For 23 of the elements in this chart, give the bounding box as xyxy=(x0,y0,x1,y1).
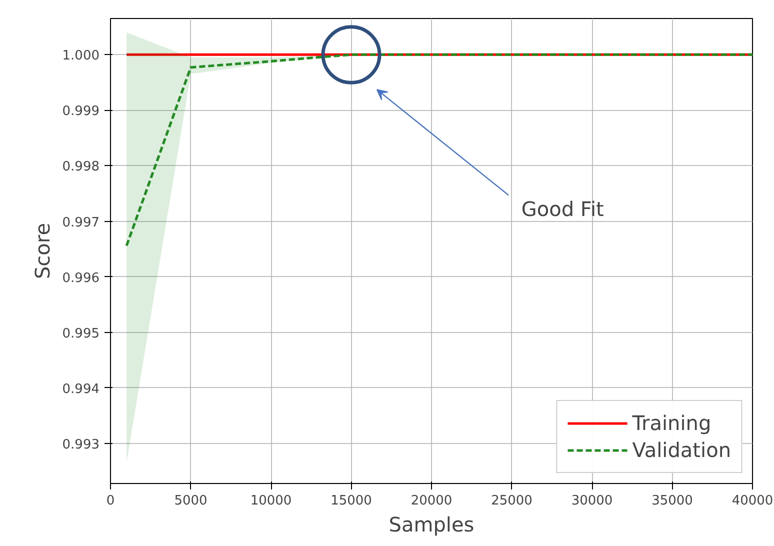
x-tick-label: 25000 xyxy=(491,494,532,508)
y-tick-label: 0.998 xyxy=(62,160,100,175)
y-tick-label: 0.997 xyxy=(62,215,100,230)
y-tick-label: 0.993 xyxy=(62,438,100,452)
line-series xyxy=(125,53,752,247)
x-tick-label: 0 xyxy=(106,494,115,508)
x-axis-title: Samples xyxy=(388,512,474,536)
legend-label: Training xyxy=(632,411,712,435)
x-tick-label: 10000 xyxy=(250,494,292,508)
x-tick-label: 40000 xyxy=(732,494,774,508)
y-tick-label: 0.995 xyxy=(62,326,100,342)
legend-label: Validation xyxy=(632,438,731,462)
y-tick-label: 0.999 xyxy=(62,104,100,120)
annotation: Good Fit xyxy=(521,197,604,222)
y-tick-label: 0.994 xyxy=(62,382,100,397)
x-tick-label: 20000 xyxy=(410,494,452,508)
y-tick-label: 1.000 xyxy=(62,48,100,64)
x-tick-label: 5000 xyxy=(174,494,208,508)
x-tick-label: 30000 xyxy=(571,494,613,508)
x-tick-label: 15000 xyxy=(330,494,372,508)
x-tick-label: 35000 xyxy=(652,494,693,508)
y-tick-label: 0.996 xyxy=(62,270,100,286)
y-axis-title: Score xyxy=(30,222,54,280)
